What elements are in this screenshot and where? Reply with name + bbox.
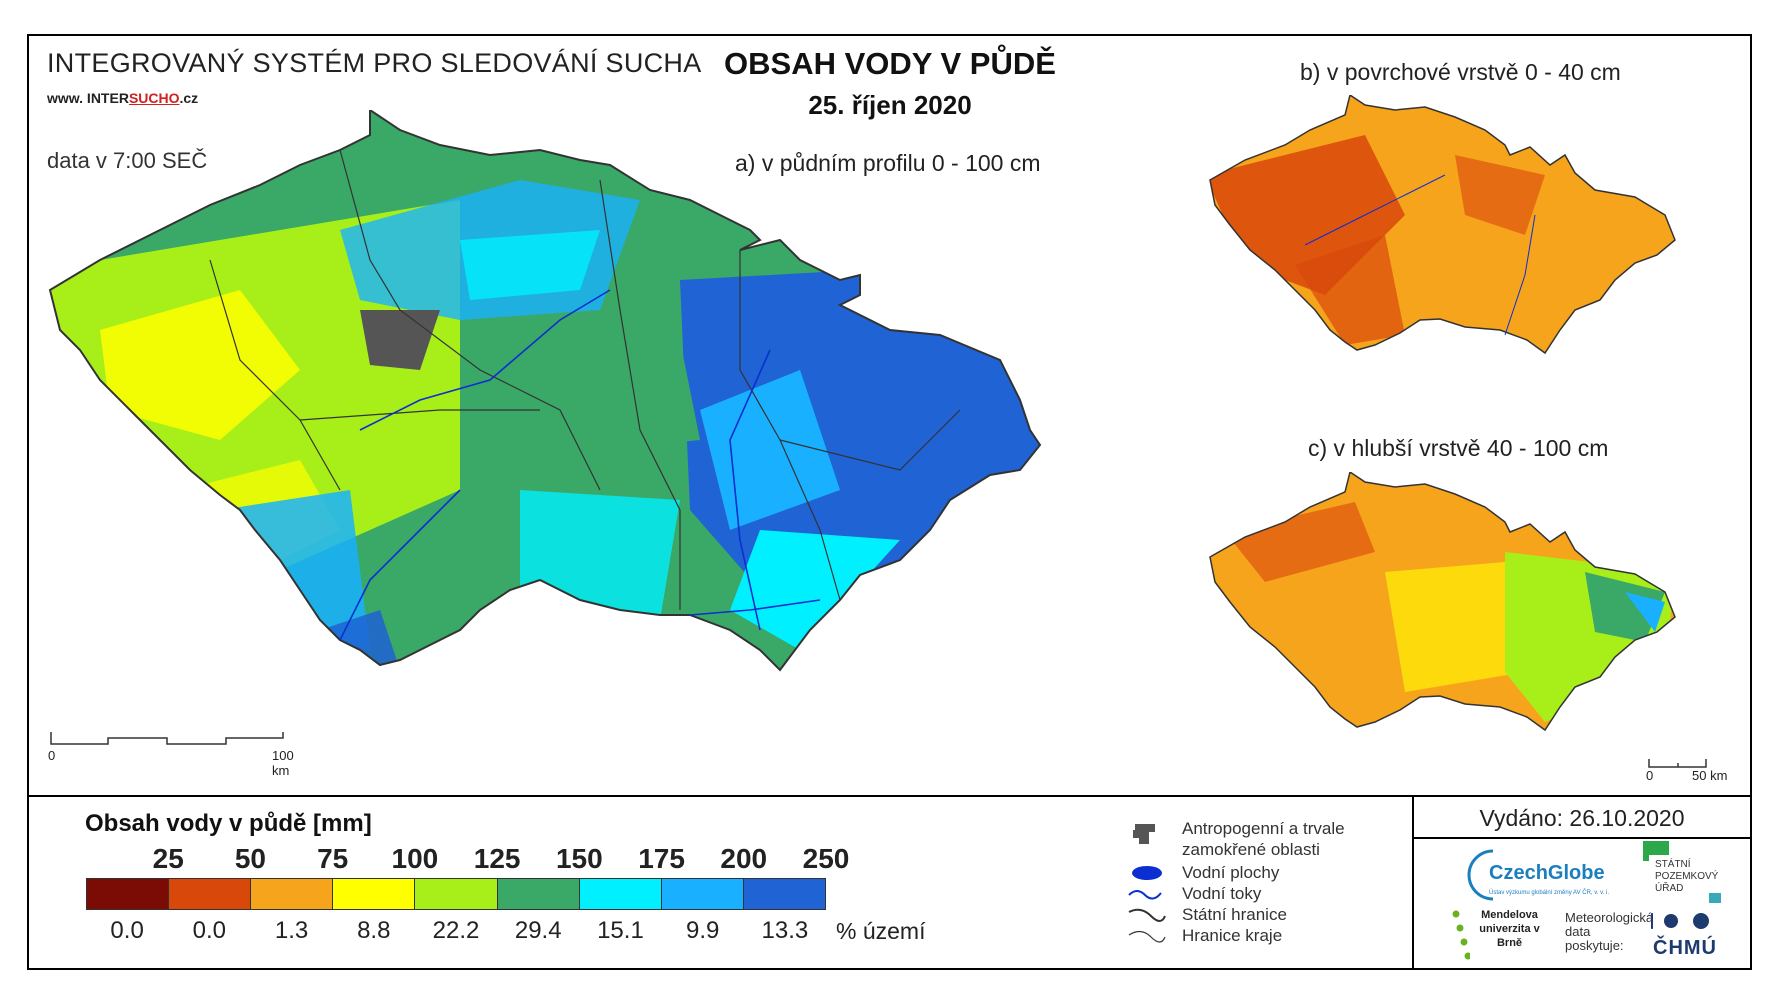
- legend-tick-label: 50: [234, 843, 267, 874]
- symbol-label-anthropogenic: Antropogenní a trvale zamokřené oblasti: [1182, 819, 1345, 859]
- chmu-logo: ČHMÚ: [1643, 909, 1733, 959]
- legend-swatch: [251, 879, 334, 909]
- chmu-mark-icon: [1651, 913, 1709, 929]
- scale-bar-graphic: [50, 732, 284, 745]
- scale-bar-small-graphic: [1648, 759, 1707, 768]
- scale-small-end: 50 km: [1692, 768, 1728, 783]
- mendel-dots-icon: [1452, 910, 1470, 960]
- legend-percent-value: 13.3: [761, 917, 809, 944]
- figure-frame: [27, 34, 1752, 970]
- map-date: 25. říjen 2020: [808, 90, 972, 120]
- legend-color-bar: [86, 878, 826, 910]
- scale-zero: 0: [48, 748, 56, 763]
- legend-percent-value: 0.0: [110, 917, 144, 944]
- legend-tick-label: 250: [802, 843, 850, 874]
- website-link[interactable]: www. INTERSUCHO.cz: [47, 90, 198, 106]
- issued-underline: [1412, 837, 1752, 839]
- website-suffix: .cz: [179, 90, 199, 106]
- map-b-surface-0-40: [1209, 95, 1676, 355]
- scale-end: 100 km: [272, 748, 294, 778]
- legend-title: Obsah vody v půdě [mm]: [85, 810, 372, 837]
- czechglobe-subtext: Ústav výzkumu globální změny AV ČR, v. v…: [1489, 890, 1610, 896]
- website-prefix: www. INTER: [47, 90, 129, 106]
- data-time: data v 7:00 SEČ: [47, 148, 208, 173]
- globe-arc-icon: [1467, 849, 1494, 901]
- legend-tick-label: 75: [317, 843, 349, 874]
- czechglobe-logo: CzechGlobe Ústav výzkumu globální změny …: [1467, 845, 1627, 905]
- symbol-label-state-border: Státní hranice: [1182, 905, 1287, 924]
- legend-percent-value: 29.4: [514, 917, 562, 944]
- map-c-label: c) v hlubší vrstvě 40 - 100 cm: [1308, 435, 1609, 461]
- legend-percentages: 0.0 0.0 1.3 8.8 22.2 29.4 15.1 9.9 13.3: [86, 917, 846, 947]
- map-a-profile-0-100: [48, 110, 1042, 672]
- legend-swatch: [415, 879, 498, 909]
- meteo-data-text: Meteorologická data poskytuje:: [1565, 910, 1654, 953]
- spu-text: STÁTNÍ POZEMKOVÝ ÚŘAD: [1655, 859, 1719, 894]
- symbol-label-river: Vodní toky: [1182, 884, 1262, 903]
- scale-small-zero: 0: [1646, 768, 1654, 783]
- scale-bar-100km: 0 100 km: [48, 730, 294, 778]
- issued-divider: [1412, 795, 1414, 970]
- legend-swatch: [333, 879, 416, 909]
- legend-swatch: [661, 879, 744, 909]
- legend-ticks: 25 50 75 100 125 150 175 200 250: [86, 843, 850, 874]
- issued-date: Vydáno: 26.10.2020: [1479, 805, 1685, 831]
- chmu-text: ČHMÚ: [1653, 937, 1717, 959]
- legend-percent-value: 0.0: [192, 917, 227, 944]
- legend-tick-label: 25: [152, 843, 184, 874]
- mendel-logo: Mendelova univerzita v Brně: [1450, 908, 1560, 968]
- symbol-label-region-border: Hranice kraje: [1182, 926, 1283, 945]
- mendel-text: Mendelova univerzita v Brně: [1479, 909, 1540, 949]
- logos-area: CzechGlobe Ústav výzkumu globální změny …: [1450, 841, 1740, 968]
- legend-swatch: [497, 879, 580, 909]
- legend-percent-value: 22.2: [432, 917, 480, 944]
- spu-mark-icon: [1643, 841, 1721, 903]
- symbol-label-water-body: Vodní plochy: [1182, 863, 1280, 882]
- legend-tick-label: 175: [638, 843, 685, 874]
- legend-swatch: [87, 879, 170, 909]
- legend-tick-label: 125: [473, 843, 521, 874]
- legend-percent-value: 8.8: [357, 917, 391, 944]
- legend-swatch: [743, 879, 825, 909]
- map-c-deep-40-100: [1209, 472, 1676, 732]
- state-border-icon: [1128, 908, 1166, 922]
- legend-divider: [27, 795, 1752, 797]
- legend-swatch: [579, 879, 662, 909]
- legend-tick-label: 200: [720, 843, 768, 874]
- legend-tick-label: 100: [391, 843, 439, 874]
- anthropogenic-area-icon: [1133, 824, 1155, 844]
- czechglobe-text: CzechGlobe: [1489, 862, 1605, 884]
- legend-percent-value: 9.9: [685, 917, 720, 944]
- legend-percent-value: 15.1: [597, 917, 644, 944]
- map-b-label: b) v povrchové vrstvě 0 - 40 cm: [1300, 59, 1621, 85]
- website-highlight: SUCHO: [128, 90, 180, 106]
- scale-bar-50km: 0 50 km: [1646, 756, 1727, 783]
- spu-logo: STÁTNÍ POZEMKOVÝ ÚŘAD: [1643, 841, 1733, 911]
- legend-tick-label: 150: [555, 843, 603, 874]
- legend-percent-value: 1.3: [274, 917, 309, 944]
- map-a-label: a) v půdním profilu 0 - 100 cm: [735, 150, 1041, 176]
- river-icon: [1128, 890, 1162, 900]
- system-title: INTEGROVANÝ SYSTÉM PRO SLEDOVÁNÍ SUCHA: [47, 48, 702, 78]
- legend-swatch: [169, 879, 252, 909]
- percent-unit: % území: [836, 918, 926, 944]
- map-title: OBSAH VODY V PŮDĚ: [724, 46, 1056, 81]
- water-body-icon: [1132, 866, 1162, 880]
- region-border-icon: [1128, 930, 1166, 943]
